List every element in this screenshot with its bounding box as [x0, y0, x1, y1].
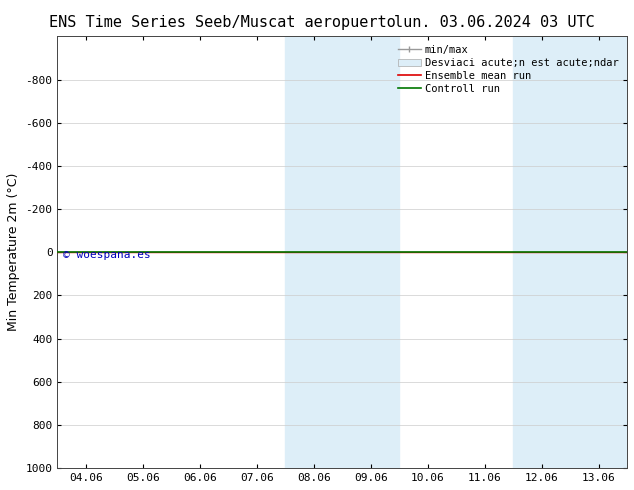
Text: ENS Time Series Seeb/Muscat aeropuerto: ENS Time Series Seeb/Muscat aeropuerto: [49, 15, 395, 30]
Text: lun. 03.06.2024 03 UTC: lun. 03.06.2024 03 UTC: [394, 15, 595, 30]
Y-axis label: Min Temperature 2m (°C): Min Temperature 2m (°C): [7, 173, 20, 331]
Bar: [513, 36, 627, 468]
Legend: min/max, Desviaci acute;n est acute;ndar, Ensemble mean run, Controll run: min/max, Desviaci acute;n est acute;ndar…: [395, 42, 622, 97]
Bar: [285, 36, 399, 468]
Text: © woespana.es: © woespana.es: [63, 250, 151, 260]
